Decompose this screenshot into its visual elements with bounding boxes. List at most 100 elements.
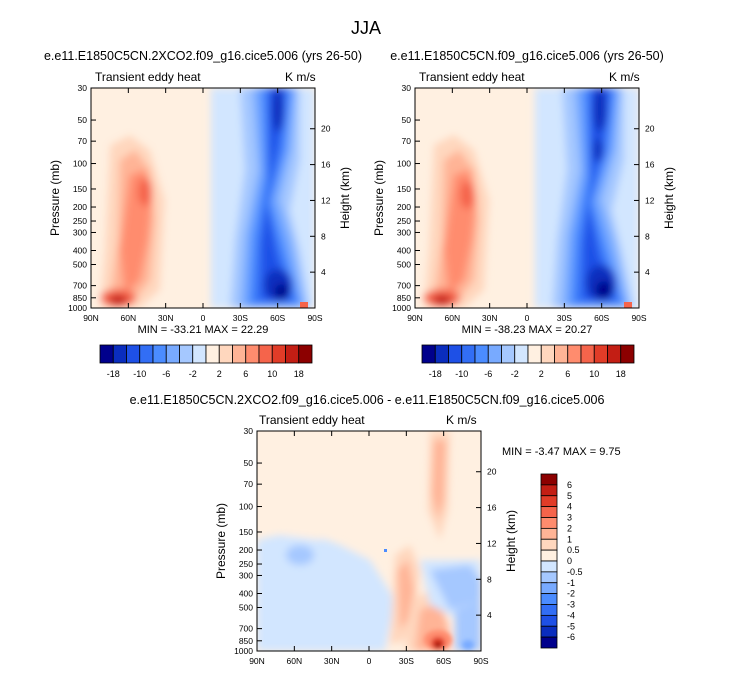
colorbar-swatch (232, 344, 247, 364)
colorbar-swatch (165, 344, 180, 364)
x-tick-label: 30S (399, 656, 414, 666)
colorbar-swatch (540, 484, 558, 497)
height-tick-label: 20 (645, 124, 655, 134)
colorbar-label: 10 (267, 369, 277, 379)
colorbar-swatch (540, 538, 558, 551)
x-tick-label: 30S (233, 313, 248, 323)
x-tick-label: 90N (407, 313, 423, 323)
height-axis-label: Height (km) (662, 167, 676, 229)
panel-2-subtitle-left: Transient eddy heat (419, 70, 525, 84)
panel-3-field (257, 431, 481, 651)
colorbar-swatch (152, 344, 167, 364)
x-tick-label: 90S (307, 313, 322, 323)
height-tick-label: 8 (487, 574, 492, 584)
colorbar-swatch (112, 344, 127, 364)
y-tick-label: 400 (239, 589, 253, 599)
colorbar-swatch (540, 614, 558, 627)
x-tick-label: 60N (121, 313, 137, 323)
panel-1-subtitle-left: Transient eddy heat (95, 70, 201, 84)
y-tick-label: 1000 (68, 303, 87, 313)
y-axis-label: Pressure (mb) (48, 160, 62, 236)
y-tick-label: 100 (73, 159, 87, 169)
colorbar-swatch (540, 473, 558, 486)
y-tick-label: 50 (78, 115, 88, 125)
y-tick-label: 100 (397, 159, 411, 169)
colorbar-swatch (607, 344, 622, 364)
x-tick-label: 90N (83, 313, 99, 323)
colorbar-label: 2 (217, 369, 222, 379)
y-tick-label: 200 (239, 545, 253, 555)
colorbar-label: -6 (484, 369, 492, 379)
x-tick-label: 60N (445, 313, 461, 323)
colorbar-swatch (179, 344, 194, 364)
x-tick-label: 90S (631, 313, 646, 323)
colorbar-swatch (540, 582, 558, 595)
colorbar-label: 6 (567, 480, 572, 490)
panel-3-axes: 90N 60N 30N 0 30S 60S 90S 30 50 70 100 150 200 250300… (214, 426, 518, 666)
colorbar-swatch (540, 506, 558, 518)
height-tick-label: 12 (321, 195, 331, 205)
panel-2-title: e.e11.E1850C5CN.f09_g16.cice5.006 (yrs 2… (390, 49, 664, 63)
x-tick-label: 0 (367, 656, 372, 666)
colorbar-label: -4 (567, 610, 575, 620)
colorbar-label: -5 (567, 621, 575, 631)
y-tick-label: 850 (73, 293, 87, 303)
panel-stats: MIN = -38.23 MAX = 20.27 (462, 324, 593, 336)
panel-2-axes: 90N 60N 30N 0 30S 60S 90S 30 50 70 100 150 200 250300… (372, 83, 676, 336)
colorbar-label: -10 (133, 369, 146, 379)
y-tick-label: 500 (73, 260, 87, 270)
colorbar-label: 3 (567, 513, 572, 523)
panel-1-title: e.e11.E1850C5CN.2XCO2.f09_g16.cice5.006 … (44, 49, 362, 63)
height-tick-label: 8 (645, 231, 650, 241)
y-tick-label: 250 (239, 559, 253, 569)
x-tick-label: 30S (557, 313, 572, 323)
colorbar-label: 6 (243, 369, 248, 379)
x-tick-label: 60S (270, 313, 285, 323)
panel-2: e.e11.E1850C5CN.f09_g16.cice5.006 (yrs 2… (372, 49, 676, 336)
panel-1: e.e11.E1850C5CN.2XCO2.f09_g16.cice5.006 … (44, 49, 362, 336)
x-tick-label: 0 (525, 313, 530, 323)
x-tick-label: 0 (201, 313, 206, 323)
colorbar-2: -18 -10 -6 -2 2 6 10 18 (421, 344, 635, 379)
panel-1-field (91, 88, 315, 308)
y-tick-label: 1000 (392, 303, 411, 313)
height-tick-label: 20 (321, 124, 331, 134)
colorbar-label: -6 (162, 369, 170, 379)
colorbar-swatch (271, 344, 286, 364)
colorbar-label: 0 (567, 556, 572, 566)
colorbar-swatch (540, 571, 558, 584)
colorbar-swatch (620, 344, 635, 364)
y-tick-label: 850 (239, 636, 253, 646)
colorbar-swatch (501, 344, 516, 364)
y-tick-label: 700 (397, 281, 411, 291)
y-tick-label: 400 (73, 246, 87, 256)
height-tick-label: 16 (321, 160, 331, 170)
colorbar-label: -2 (511, 369, 519, 379)
y-tick-label: 1000 (234, 646, 253, 656)
height-tick-label: 8 (321, 231, 326, 241)
y-tick-label: 100 (239, 502, 253, 512)
y-tick-label: 850 (397, 293, 411, 303)
y-tick-label: 500 (397, 260, 411, 270)
y-axis-label: Pressure (mb) (372, 160, 386, 236)
colorbar-swatch (540, 549, 558, 562)
height-tick-label: 4 (487, 610, 492, 620)
y-tick-label: 250 (73, 216, 87, 226)
y-tick-label: 30 (402, 83, 412, 93)
colorbar-swatch (540, 636, 558, 649)
height-tick-label: 4 (645, 267, 650, 277)
x-tick-label: 60N (287, 656, 303, 666)
colorbar-label: -2 (189, 369, 197, 379)
y-tick-label: 300 (239, 570, 253, 580)
colorbar-swatch (540, 527, 558, 540)
height-tick-label: 16 (645, 160, 655, 170)
panel-1-axes: 90N 60N 30N 0 30S 60S 90S 30 50 70 100 150 200 250300… (48, 83, 352, 336)
panel-3-title: e.e11.E1850C5CN.2XCO2.f09_g16.cice5.006 … (130, 393, 605, 407)
colorbar-label: -18 (429, 369, 442, 379)
colorbar-swatch (527, 344, 542, 364)
height-tick-label: 4 (321, 267, 326, 277)
height-tick-label: 16 (487, 503, 497, 513)
colorbar-swatch (258, 344, 273, 364)
panel-3-subtitle-left: Transient eddy heat (259, 413, 365, 427)
colorbar-1: -18 -10 -6 -2 2 6 10 18 (99, 344, 313, 379)
